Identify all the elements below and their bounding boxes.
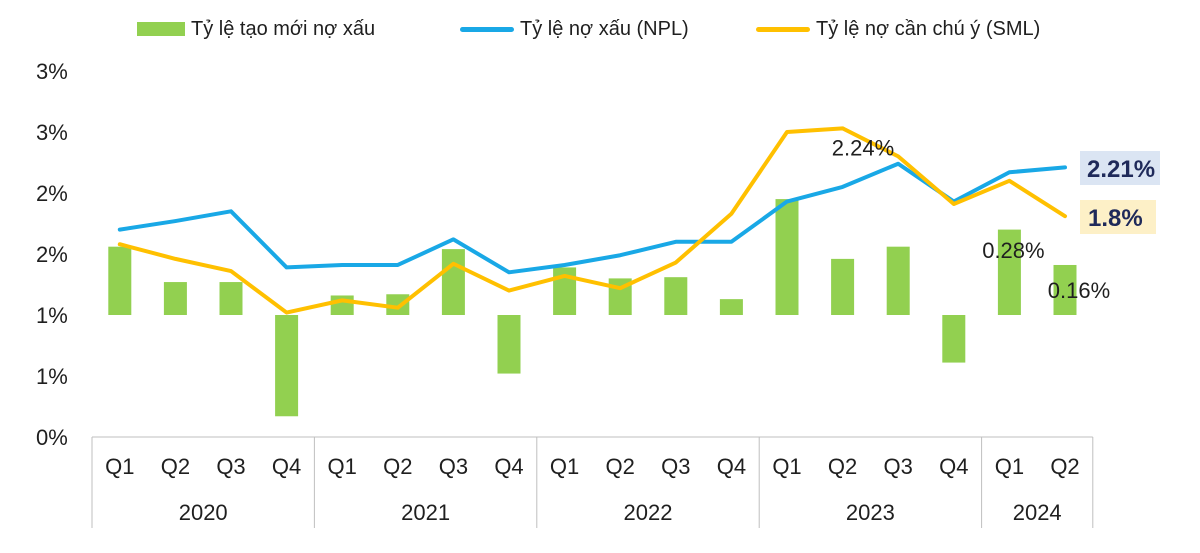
label-bar-q1-2024: 0.28% <box>982 238 1044 263</box>
legend-item-sml: Tỷ lệ nợ cần chú ý (SML) <box>756 14 1040 44</box>
legend-swatch-bar <box>137 22 185 36</box>
line-npl <box>117 161 1067 275</box>
bar-new-npl <box>942 315 966 363</box>
badge-sml-bg <box>1080 200 1156 234</box>
x-tick-year: 2022 <box>624 500 673 525</box>
x-tick-quarter: Q2 <box>383 454 412 479</box>
bar-new-npl <box>719 299 743 315</box>
bar-new-npl <box>441 249 465 315</box>
x-tick-quarter: Q2 <box>1050 454 1079 479</box>
badge-npl-bg <box>1080 151 1160 185</box>
x-tick-quarter: Q1 <box>328 454 357 479</box>
x-tick-quarter: Q2 <box>161 454 190 479</box>
x-tick-quarter: Q4 <box>939 454 968 479</box>
legend-label-sml: Tỷ lệ nợ cần chú ý (SML) <box>816 17 1041 40</box>
line-sml <box>117 126 1067 315</box>
legend-label-new-npl: Tỷ lệ tạo mới nợ xấu <box>191 17 376 40</box>
y-tick-label: 3% <box>36 59 68 84</box>
y-tick-label: 1% <box>36 364 68 389</box>
x-tick-quarter: Q1 <box>105 454 134 479</box>
y-tick-label: 3% <box>36 120 68 145</box>
x-axis: Q1 Q2 Q3 Q4 Q1 Q2 Q3 Q4 Q1 Q2 Q3 Q4 Q1 Q2 Q3 Q4 Q1 Q2 2020… <box>91 436 1094 528</box>
x-tick-year: 2021 <box>401 500 450 525</box>
x-tick-quarter: Q4 <box>717 454 746 479</box>
annotations: 2.24% 0.28%0.16% 2.21% 1.8% <box>832 136 1160 303</box>
legend-swatch-npl <box>460 26 514 32</box>
bar-new-npl <box>1053 264 1077 315</box>
badge-sml-last: 1.8% <box>1088 205 1143 232</box>
x-tick-quarter: Q4 <box>272 454 301 479</box>
bar-new-npl <box>275 315 299 417</box>
x-tick-quarter: Q3 <box>439 454 468 479</box>
label-npl-peak: 2.24% <box>832 136 894 161</box>
x-tick-quarter: Q2 <box>606 454 635 479</box>
chart-legend: Tỷ lệ tạo mới nợ xấu Tỷ lệ nợ xấu (NPL) … <box>0 14 1200 44</box>
x-tick-quarter: Q3 <box>661 454 690 479</box>
x-tick-quarter: Q1 <box>772 454 801 479</box>
badge-npl-last: 2.21% <box>1087 156 1155 183</box>
x-tick-year: 2023 <box>846 500 895 525</box>
bar-new-npl <box>886 246 910 315</box>
line-series <box>117 126 1067 315</box>
x-tick-quarter: Q1 <box>995 454 1024 479</box>
label-bar-q2-2024: 0.16% <box>1048 278 1110 303</box>
x-tick-quarter: Q3 <box>884 454 913 479</box>
bar-new-npl <box>108 246 132 315</box>
y-axis: 0% 1% 1% 2% 2% 3% 3% <box>36 59 68 450</box>
bar-new-npl <box>775 199 799 315</box>
x-tick-quarter: Q4 <box>494 454 523 479</box>
x-tick-quarter: Q1 <box>550 454 579 479</box>
bar-new-npl <box>163 282 187 315</box>
y-tick-label: 1% <box>36 303 68 328</box>
y-tick-label: 2% <box>36 181 68 206</box>
x-tick-quarter: Q3 <box>216 454 245 479</box>
legend-label-npl: Tỷ lệ nợ xấu (NPL) <box>520 17 689 40</box>
y-tick-label: 2% <box>36 242 68 267</box>
bar-new-npl <box>386 294 410 315</box>
x-tick-year: 2020 <box>179 500 228 525</box>
bar-new-npl <box>664 277 688 315</box>
legend-item-npl: Tỷ lệ nợ xấu (NPL) <box>460 14 689 44</box>
bar-new-npl <box>997 229 1021 315</box>
legend-swatch-sml <box>756 26 810 32</box>
y-tick-label: 0% <box>36 425 68 450</box>
x-tick-quarter: Q2 <box>828 454 857 479</box>
bar-new-npl <box>219 282 243 315</box>
bar-new-npl <box>831 258 855 315</box>
x-tick-year: 2024 <box>1013 500 1062 525</box>
bar-new-npl <box>497 315 521 374</box>
legend-item-new-npl: Tỷ lệ tạo mới nợ xấu <box>137 14 375 44</box>
